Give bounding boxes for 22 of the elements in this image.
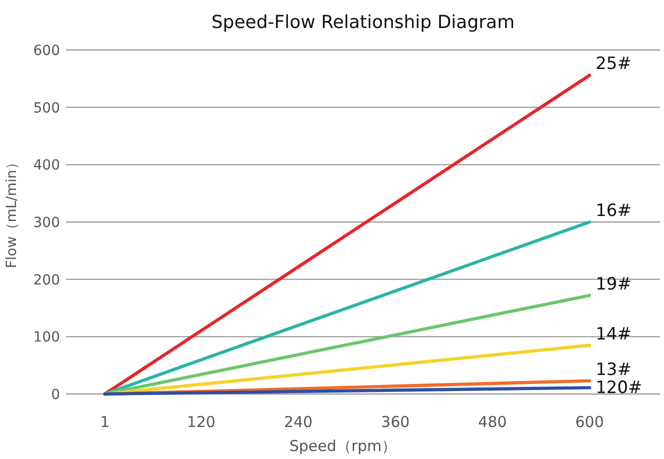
chart-title: Speed-Flow Relationship Diagram: [211, 12, 515, 33]
y-axis-title: Flow（mL/min）: [4, 156, 20, 268]
x-axis-title: Speed（rpm）: [289, 437, 397, 455]
y-tick-label: 600: [33, 43, 60, 59]
x-tick-label: 480: [478, 413, 507, 431]
y-tick-label: 200: [33, 272, 60, 288]
x-tick-label: 120: [186, 413, 216, 431]
x-tick-label: 1: [100, 413, 110, 431]
y-tick-label: 0: [51, 387, 60, 403]
x-tick-label: 600: [575, 413, 604, 431]
y-tick-label: 100: [33, 330, 60, 346]
series-label: 25#: [596, 54, 632, 74]
series-label: 16#: [596, 201, 632, 221]
y-tick-label: 400: [33, 158, 60, 174]
series-label: 13#: [596, 360, 632, 380]
series-label: 120#: [596, 378, 642, 398]
series-label: 14#: [596, 324, 632, 344]
series-label: 19#: [596, 274, 632, 294]
x-tick-label: 360: [381, 413, 410, 431]
x-tick-label: 240: [284, 413, 313, 431]
y-tick-label: 500: [33, 100, 60, 116]
y-tick-label: 300: [33, 215, 60, 231]
